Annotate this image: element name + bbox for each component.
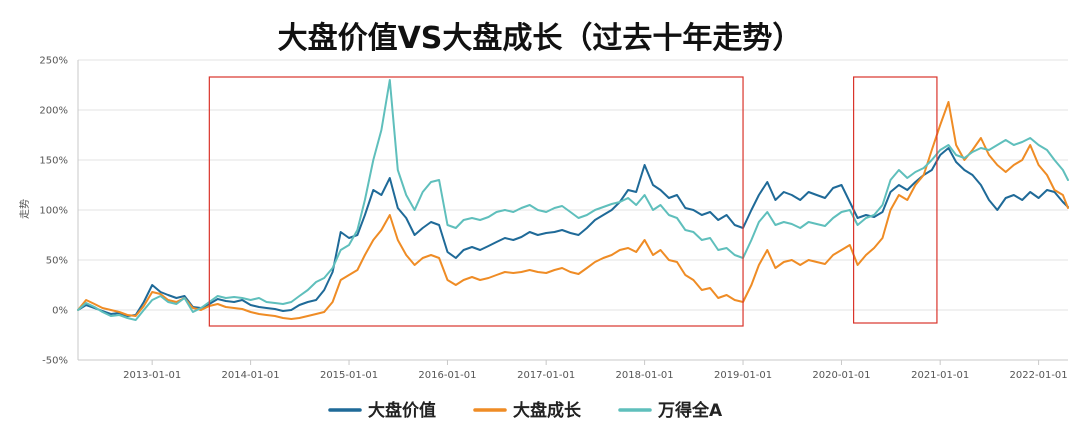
y-tick-label: 0%	[52, 306, 68, 317]
x-tick-label: 2018-01-01	[616, 370, 674, 381]
series-line-万得全A	[77, 79, 1069, 321]
x-tick-label: 2019-01-01	[714, 370, 772, 381]
y-tick-label: 50%	[46, 256, 68, 267]
y-tick-label: 100%	[39, 206, 68, 217]
y-axis: -50% 0% 50% 100% 150% 200% 250%	[39, 56, 68, 367]
legend-label: 大盘价值	[368, 400, 436, 421]
highlight-box	[208, 76, 744, 327]
series-line-大盘成长	[77, 101, 1069, 320]
grid-layer	[77, 59, 1068, 361]
legend-label: 大盘成长	[513, 400, 582, 421]
y-tick-label: -50%	[42, 356, 68, 367]
x-tick-label: 2020-01-01	[812, 370, 870, 381]
legend: 大盘价值 大盘成长 万得全A	[328, 400, 723, 421]
y-tick-label: 200%	[39, 106, 68, 117]
y-tick-label: 250%	[39, 56, 68, 67]
x-axis: 2013-01-01 2014-01-01 2015-01-01 2016-01-01…	[123, 360, 1068, 381]
highlight-layer	[208, 76, 938, 327]
chart-title: 大盘价值VS大盘成长（过去十年走势）	[278, 21, 803, 56]
series-line-大盘价值	[77, 147, 1069, 317]
x-tick-label: 2016-01-01	[418, 370, 476, 381]
x-tick-label: 2013-01-01	[123, 370, 181, 381]
y-tick-label: 150%	[39, 156, 68, 167]
highlight-box	[853, 76, 938, 324]
legend-label: 万得全A	[657, 400, 723, 421]
y-axis-label: 走势	[18, 199, 31, 219]
x-tick-label: 2014-01-01	[222, 370, 280, 381]
series-layer	[77, 79, 1069, 321]
x-tick-label: 2017-01-01	[517, 370, 575, 381]
x-tick-label: 2021-01-01	[911, 370, 969, 381]
x-tick-label: 2022-01-01	[1010, 370, 1068, 381]
x-tick-label: 2015-01-01	[320, 370, 378, 381]
